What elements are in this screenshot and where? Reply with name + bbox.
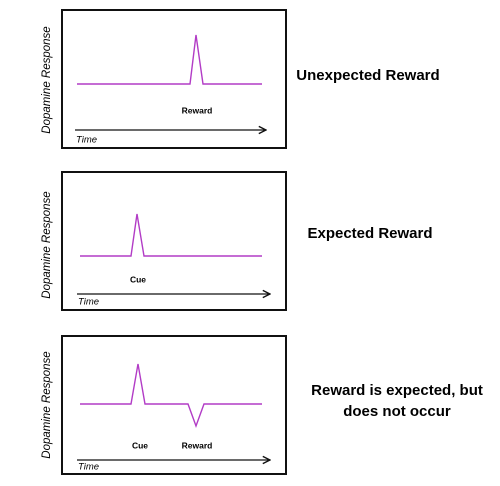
panel-frame (61, 9, 287, 149)
annotation: Cue (130, 274, 146, 284)
annotation: Cue (132, 440, 148, 450)
caption: Expected Reward (307, 225, 432, 242)
panel: Dopamine Response Reward Time Unexpected… (41, 9, 440, 149)
response-trace (77, 34, 262, 85)
caption: Unexpected Reward (296, 67, 439, 84)
annotation: Reward (182, 440, 213, 450)
x-label: Time (78, 462, 99, 473)
x-label: Time (78, 297, 99, 308)
y-label: Dopamine Response (41, 191, 53, 298)
caption: Reward is expected, but (311, 382, 483, 399)
response-trace (80, 363, 262, 429)
panel: Dopamine Response Cue Time Expected Rewa… (41, 171, 433, 311)
response-trace (80, 213, 262, 257)
panel-frame (61, 171, 287, 311)
y-label: Dopamine Response (41, 26, 53, 133)
y-label: Dopamine Response (41, 351, 53, 458)
panel-frame (61, 335, 287, 475)
x-label: Time (76, 135, 97, 146)
panel: Dopamine Response Cue Reward Time Reward… (41, 335, 483, 475)
annotation: Reward (182, 105, 213, 115)
caption: does not occur (343, 403, 451, 420)
